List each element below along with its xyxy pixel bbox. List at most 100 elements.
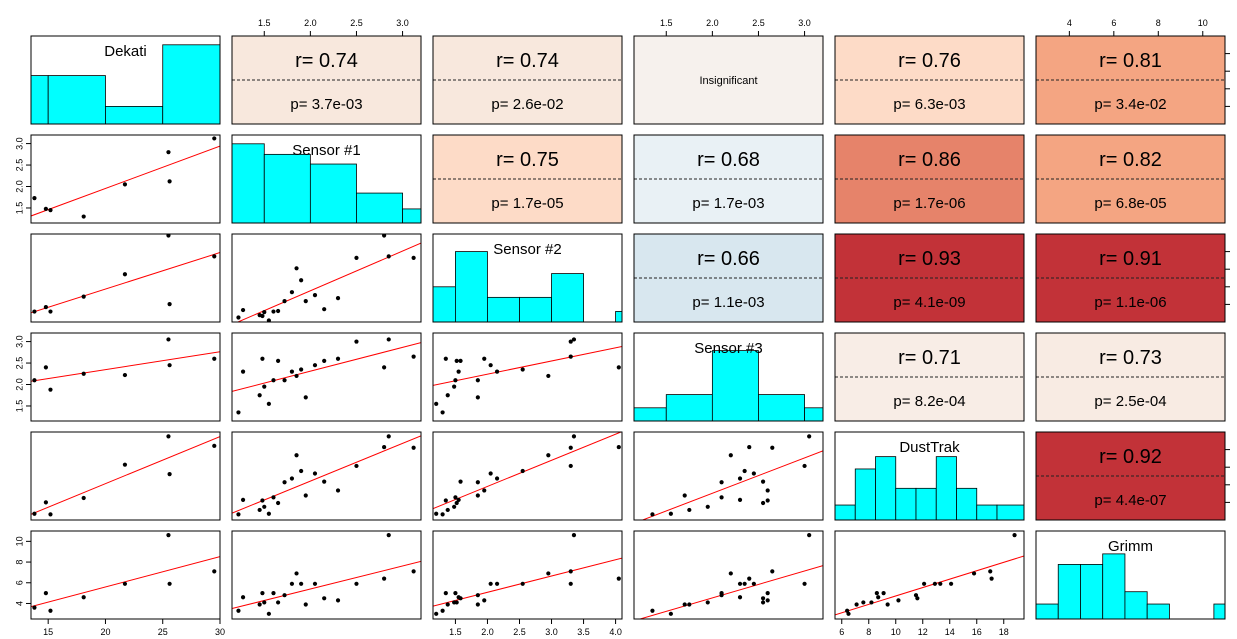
variable-name-label: Sensor #1 [292,142,360,159]
data-point [568,569,573,574]
data-point [354,463,359,469]
panel-frame [1035,332,1226,422]
histogram-bar [711,350,759,422]
data-point [282,480,287,485]
panel-frame [633,134,824,224]
data-point [854,602,859,607]
data-point [386,337,391,342]
data-point [81,294,86,299]
regression-line [433,557,622,607]
axis-tick-label: 12 [918,627,928,637]
data-point [167,179,172,184]
panel-frame [432,530,623,620]
data-point [770,569,775,574]
data-point [440,608,445,613]
axis-tick-label: 6 [1111,18,1116,28]
data-point [971,571,977,576]
data-point [212,443,217,448]
axis-tick-label: 8 [1156,18,1161,28]
regression-line [31,252,220,314]
data-point [765,591,770,596]
histogram-bar [1124,591,1148,620]
data-point [271,378,276,383]
panel-frame [1035,134,1226,224]
panel-frame [30,431,221,521]
data-point [765,598,770,603]
data-point [299,468,304,474]
panel-frame [834,233,1025,323]
data-point [322,358,327,364]
data-point [482,598,487,603]
panel-frame [231,134,422,224]
data-point [475,602,480,607]
data-point [719,480,724,485]
data-point [807,533,812,538]
scatter-panel [31,337,220,392]
data-point [770,445,775,450]
correlation-cell-bg [634,36,823,124]
axis-tick-label: 2.5 [14,357,24,370]
data-point [454,500,459,506]
data-point [43,591,48,596]
data-point [282,593,287,598]
panel-frame [633,332,824,422]
axis-tick-label: 20 [100,627,110,637]
data-point [751,581,756,586]
histogram-bar [1035,603,1059,620]
panel-frame [633,35,824,125]
data-point [166,434,171,439]
data-point [488,471,493,476]
scatter-panel [31,434,220,517]
data-point [282,299,287,304]
data-point [687,602,692,607]
data-point [122,462,128,467]
data-point [737,581,743,586]
data-point [260,591,265,596]
data-point [48,608,53,613]
histogram-bar [956,487,978,521]
panel-frame [231,431,422,521]
data-point [322,596,327,601]
scatter-panel [236,234,421,322]
axis-tick-label: 4 [14,601,24,606]
axis-tick-label: 14 [945,627,955,637]
data-point [289,369,295,374]
histogram-bar [875,456,897,521]
data-point [454,358,459,364]
data-point [846,611,851,616]
histogram-bar [30,75,49,125]
axis-tick-label: 1.5 [14,202,24,215]
data-point [568,463,573,469]
histogram-bar [758,394,805,422]
data-point [807,434,812,439]
axis-tick-label: 15 [43,627,53,637]
data-point [32,378,37,383]
regression-line [641,450,823,520]
data-point [48,309,53,314]
data-point [166,234,171,238]
data-point [488,581,493,586]
histogram-bar [551,273,584,323]
panel-frame [1035,530,1226,620]
data-point [452,504,457,509]
axis-tick-label: 16 [972,627,982,637]
data-point [122,272,128,277]
axis-tick-label: 2.5 [513,627,526,637]
panel-frame [432,35,623,125]
data-point [616,444,621,450]
data-point [765,488,770,493]
regression-line [433,345,622,386]
data-point [312,581,318,586]
data-point [240,369,246,374]
regression-line [31,436,220,515]
data-point [728,571,733,576]
scatter-panel [835,533,1024,616]
correlation-p-value: p= 2.5e-04 [1094,393,1166,410]
data-point [289,290,295,295]
data-point [760,596,766,601]
data-point [737,595,743,600]
data-point [43,304,48,310]
axis-tick-label: 1.5 [258,18,271,28]
scatter-panel [638,533,823,619]
data-point [386,434,391,439]
